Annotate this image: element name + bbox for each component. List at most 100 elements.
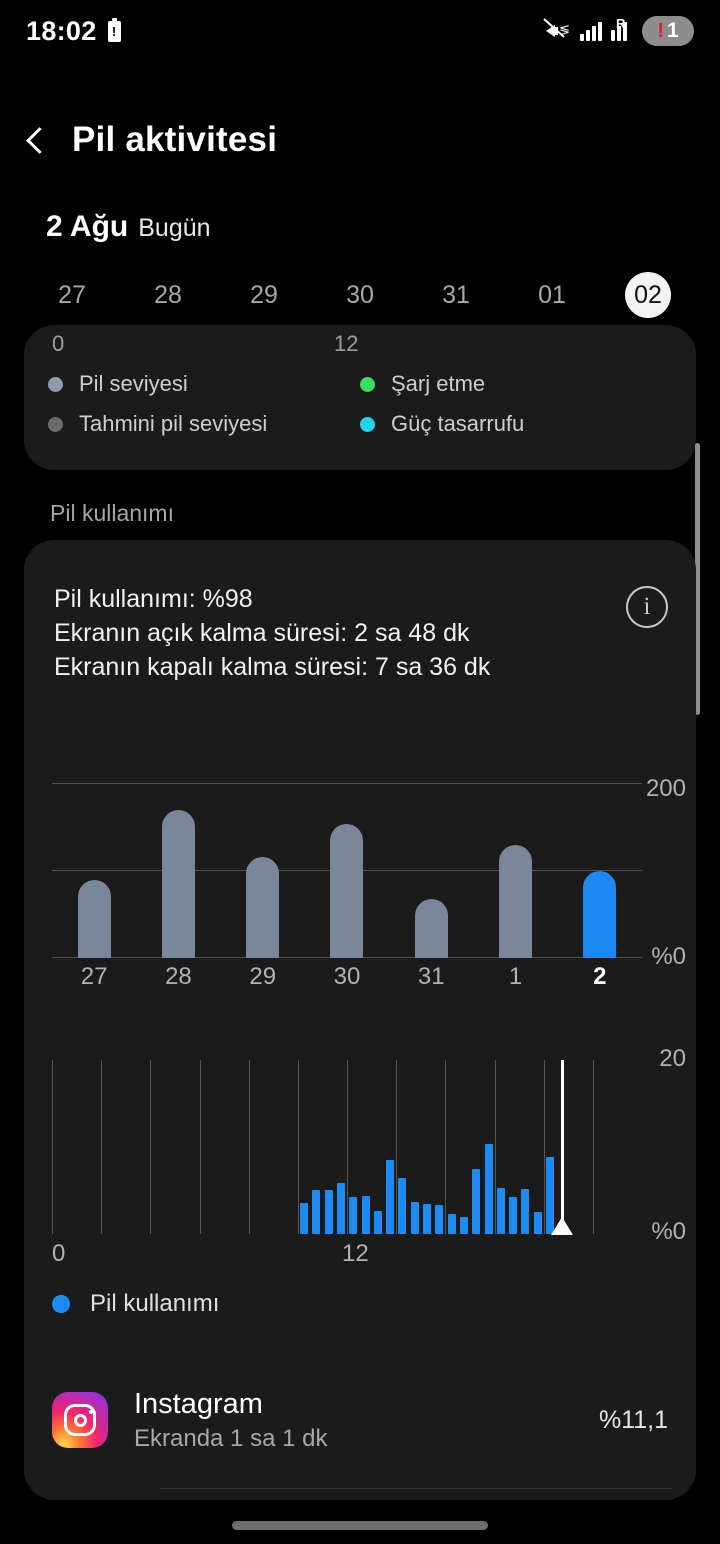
daily-bar-column[interactable] — [221, 783, 305, 958]
hourly-bar-column[interactable] — [323, 1060, 335, 1234]
hourly-bar-column[interactable] — [113, 1060, 125, 1234]
signal-roaming-icon: R — [611, 17, 633, 41]
day-selector-item-27[interactable]: 27 — [24, 272, 120, 318]
app-battery-percent: %11,1 — [598, 1405, 668, 1434]
daily-bar-column[interactable] — [136, 783, 220, 958]
hourly-bar-column[interactable] — [261, 1060, 273, 1234]
app-usage-row-instagram[interactable]: Instagram Ekranda 1 sa 1 dk %11,1 — [52, 1375, 668, 1465]
day-selector-item-02[interactable]: 02 — [600, 272, 696, 318]
battery-status-badge: ! 1 — [642, 16, 694, 46]
daily-bar-column[interactable] — [473, 783, 557, 958]
hourly-bar-column[interactable] — [64, 1060, 76, 1234]
hourly-bar — [496, 1187, 505, 1234]
daily-bar-label: 31 — [417, 963, 445, 990]
info-icon[interactable]: i — [626, 586, 668, 628]
daily-battery-bar-chart: 27 28 29 30 31 1 2 200 %0 — [24, 765, 696, 990]
hourly-bar — [386, 1160, 395, 1234]
back-button[interactable] — [0, 103, 72, 177]
hourly-battery-bar-chart: 20 %0 0 12 — [24, 1040, 696, 1280]
hourly-bar-column[interactable] — [224, 1060, 236, 1234]
hourly-bar-column[interactable] — [605, 1060, 617, 1234]
hourly-bar-column[interactable] — [273, 1060, 285, 1234]
usage-line-screen-on: Ekranın açık kalma süresi: 2 sa 48 dk — [54, 619, 470, 647]
hourly-bar — [509, 1196, 518, 1234]
hourly-bar-column[interactable] — [101, 1060, 113, 1234]
hourly-bar-column[interactable] — [150, 1060, 162, 1234]
hourly-bar-column[interactable] — [298, 1060, 310, 1234]
hourly-bar-column[interactable] — [433, 1060, 445, 1234]
hourly-bar-column[interactable] — [507, 1060, 519, 1234]
hourly-bar — [472, 1168, 481, 1234]
hourly-bar-column[interactable] — [581, 1060, 593, 1234]
hourly-bar-column[interactable] — [89, 1060, 101, 1234]
daily-bar-label: 1 — [508, 963, 523, 990]
hourly-bar-column[interactable] — [372, 1060, 384, 1234]
hourly-bar-column[interactable] — [138, 1060, 150, 1234]
legend-label: Tahmini pil seviyesi — [79, 411, 268, 436]
hourly-bar-column[interactable] — [409, 1060, 421, 1234]
hourly-bar-column[interactable] — [618, 1060, 630, 1234]
hourly-bar-column[interactable] — [175, 1060, 187, 1234]
daily-bar-column[interactable] — [558, 783, 642, 958]
hourly-bar-column[interactable] — [544, 1060, 556, 1234]
hourly-bar-column[interactable] — [249, 1060, 261, 1234]
hourly-bar — [336, 1182, 345, 1234]
hourly-bar-column[interactable] — [458, 1060, 470, 1234]
hourly-bar-column[interactable] — [163, 1060, 175, 1234]
hourly-bar-column[interactable] — [495, 1060, 507, 1234]
hourly-bar-column[interactable] — [212, 1060, 224, 1234]
app-name: Instagram — [134, 1387, 263, 1420]
daily-bar — [583, 871, 617, 958]
hourly-bar-column[interactable] — [187, 1060, 199, 1234]
hourly-chart-legend: Pil kullanımı — [52, 1290, 219, 1318]
hourly-bar-column[interactable] — [359, 1060, 371, 1234]
daily-bar-column[interactable] — [389, 783, 473, 958]
hourly-bar-column[interactable] — [77, 1060, 89, 1234]
day-selector[interactable]: 27 28 29 30 31 01 02 — [24, 272, 696, 318]
hourly-bar-column[interactable] — [421, 1060, 433, 1234]
page-scrollbar[interactable] — [695, 443, 700, 715]
daily-bar-label: 2 — [593, 963, 607, 990]
hourly-bar-column[interactable] — [482, 1060, 494, 1234]
hourly-bar — [459, 1216, 468, 1234]
hourly-bar-column[interactable] — [335, 1060, 347, 1234]
hourly-bar-column[interactable] — [519, 1060, 531, 1234]
hourly-bar-column[interactable] — [470, 1060, 482, 1234]
daily-bar-column[interactable] — [52, 783, 136, 958]
battery-warning-icon: ! — [657, 20, 664, 42]
hourly-bar-column[interactable] — [52, 1060, 64, 1234]
day-selector-item-28[interactable]: 28 — [120, 272, 216, 318]
hourly-bar-column[interactable] — [593, 1060, 605, 1234]
hourly-bar-column[interactable] — [200, 1060, 212, 1234]
hourly-bar-column[interactable] — [532, 1060, 544, 1234]
daily-bar-label: 30 — [333, 963, 361, 990]
day-selector-item-31[interactable]: 31 — [408, 272, 504, 318]
hourly-bar-column[interactable] — [310, 1060, 322, 1234]
day-selector-item-30[interactable]: 30 — [312, 272, 408, 318]
hourly-bar-column[interactable] — [396, 1060, 408, 1234]
day-selector-item-29[interactable]: 29 — [216, 272, 312, 318]
home-gesture-bar[interactable] — [232, 1521, 488, 1530]
day-selector-item-01[interactable]: 01 — [504, 272, 600, 318]
hourly-xtick-0: 0 — [52, 1240, 66, 1267]
daily-bar — [77, 880, 111, 958]
hourly-bar-column[interactable] — [568, 1060, 580, 1234]
daily-bar-label: 28 — [165, 963, 192, 990]
daily-bar-column[interactable] — [305, 783, 389, 958]
hourly-bar-column[interactable] — [347, 1060, 359, 1234]
hourly-bar-column[interactable] — [126, 1060, 138, 1234]
battery-percent: 1 — [666, 19, 679, 42]
hourly-bar-column[interactable] — [630, 1060, 642, 1234]
battery-usage-card: Pil kullanımı: %98 Ekranın açık kalma sü… — [24, 540, 696, 1500]
daily-chart-plot — [52, 783, 642, 958]
hourly-ytick-bottom: %0 — [651, 1218, 686, 1245]
hourly-bar-column[interactable] — [286, 1060, 298, 1234]
hourly-bar-column[interactable] — [236, 1060, 248, 1234]
legend-item-charging: Şarj etme — [360, 371, 672, 397]
hourly-bar-column[interactable] — [384, 1060, 396, 1234]
selected-date: 2 Ağu — [46, 210, 129, 243]
hourly-bar-column[interactable] — [446, 1060, 458, 1234]
status-time: 18:02 — [26, 15, 97, 46]
legend-dot-icon — [48, 376, 63, 392]
